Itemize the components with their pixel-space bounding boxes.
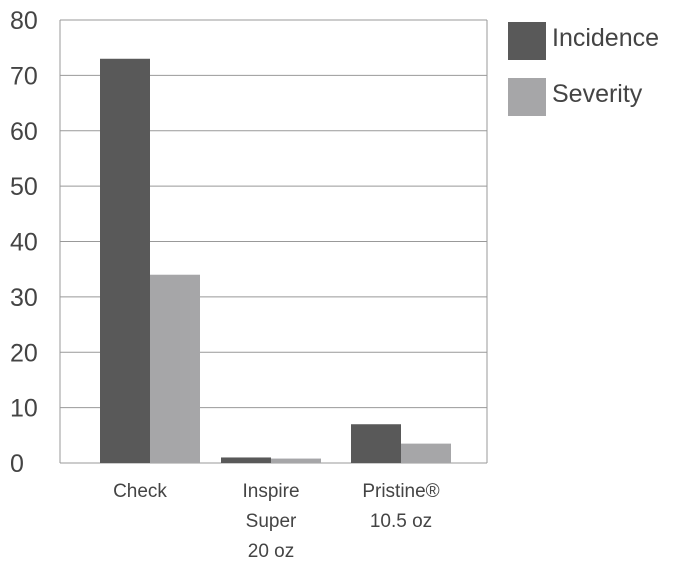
y-tick-label-50: 50 [10,173,38,201]
legend-label-incidence: Incidence [552,24,659,52]
legend-swatch-incidence [508,22,546,60]
y-tick-label-10: 10 [10,395,38,423]
x-category-label-1: Inspire Super 20 oz [242,481,299,562]
y-tick-label-20: 20 [10,339,38,367]
legend: Incidence Severity [508,22,659,116]
x-category-label-2: Pristine® 10.5 oz [362,481,439,532]
legend-label-severity: Severity [552,80,643,108]
bar-severity-1 [271,458,321,463]
bar-severity-0 [150,274,200,463]
y-tick-label-30: 30 [10,284,38,312]
y-tick-label-70: 70 [10,62,38,90]
y-tick-label-0: 0 [10,450,24,478]
bar-incidence-0 [100,58,150,463]
x-axis-category-labels: Check Inspire Super 20 oz Pristine® 10.5 oz [113,481,440,562]
x-category-label-0: Check [113,481,167,502]
y-tick-label-80: 80 [10,7,38,35]
bar-incidence-1 [221,457,271,463]
y-axis-tick-labels: 0 10 20 30 40 50 60 70 80 [10,7,38,478]
y-tick-label-60: 60 [10,118,38,146]
bar-incidence-2 [351,424,401,463]
legend-swatch-severity [508,78,546,116]
bars [100,58,451,463]
bar-severity-2 [401,443,451,463]
y-tick-label-40: 40 [10,229,38,257]
